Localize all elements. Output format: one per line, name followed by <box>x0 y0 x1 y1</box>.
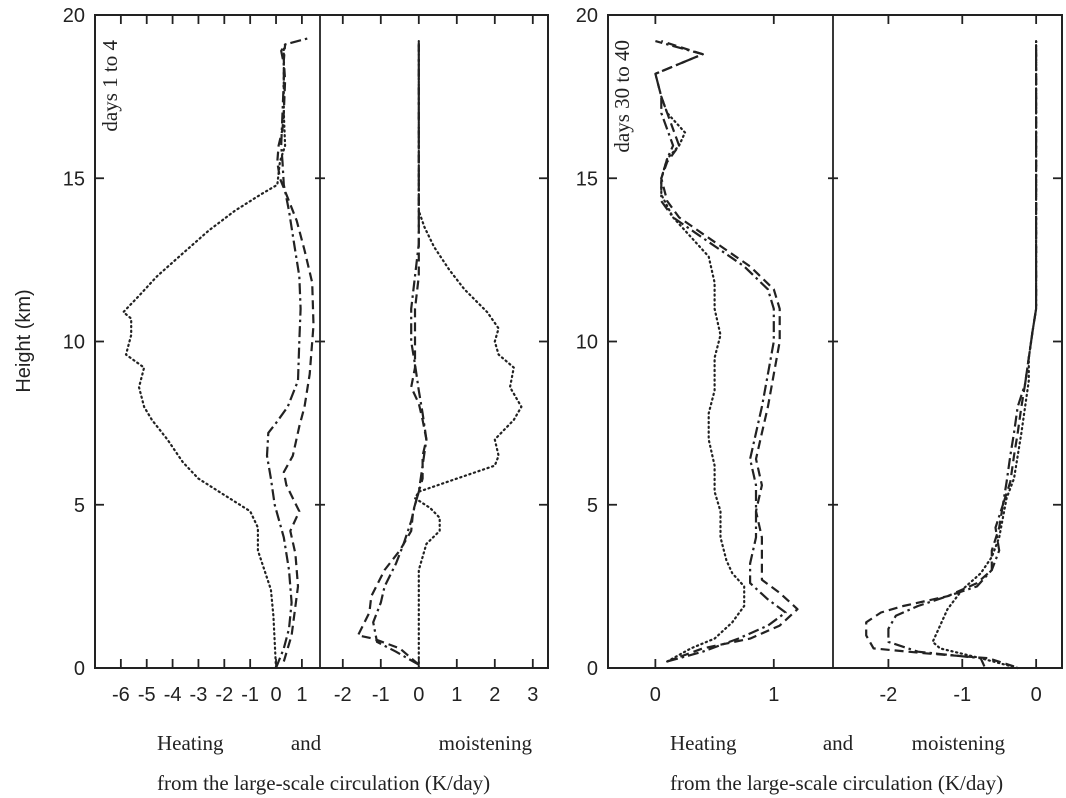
series-dashdot-line <box>654 40 787 663</box>
caption-word: Heating <box>670 731 737 755</box>
series-dashed-line <box>654 40 799 663</box>
x-tick-label: -1 <box>953 684 971 706</box>
panel-moistening: -2 -1 0 <box>832 15 1042 706</box>
panel-moistening: -2 -1 0 1 2 3 <box>319 15 538 706</box>
x-tick-label: 0 <box>413 684 424 706</box>
x-tick-label: -2 <box>880 684 898 706</box>
x-tick-label: -2 <box>334 684 352 706</box>
x-tick-label: 2 <box>489 684 500 706</box>
x-tick-label: -2 <box>215 684 233 706</box>
series-dashed-line <box>356 41 428 666</box>
caption-word: and <box>291 731 322 755</box>
y-tick-label: 5 <box>587 495 598 517</box>
series-dotted-line <box>931 40 1038 670</box>
series-dotted-line <box>660 95 746 663</box>
caption-word: moistening <box>439 731 533 755</box>
x-tick-label: 0 <box>650 684 661 706</box>
caption-units: from the large-scale circulation (K/day) <box>157 771 490 795</box>
y-tick-label: 0 <box>74 658 85 680</box>
y-tick-label: 15 <box>63 168 85 190</box>
series-dotted-line <box>413 40 523 670</box>
y-tick-label: 15 <box>576 168 598 190</box>
caption-word: and <box>823 731 854 755</box>
caption-word: moistening <box>912 731 1006 755</box>
y-tick-label: 0 <box>587 658 598 680</box>
x-tick-label: -6 <box>112 684 130 706</box>
x-tick-label: -5 <box>138 684 156 706</box>
series-dotted-line <box>122 46 287 670</box>
series-dashdot-line <box>265 36 310 669</box>
series-dashed-line <box>865 41 1038 668</box>
y-axis-label: Height (km) <box>13 289 35 392</box>
series-dashdot-line <box>887 41 1038 667</box>
y-tick-label: 10 <box>63 332 85 354</box>
y-tick-label: 5 <box>74 495 85 517</box>
period-annotation: days 30 to 40 <box>610 40 634 153</box>
y-tick-label: 20 <box>576 5 598 27</box>
panel-heating: -6 -5 -4 -3 -2 -1 0 1 <box>112 15 315 706</box>
x-tick-label: 0 <box>1031 684 1042 706</box>
y-tick-label: 20 <box>63 5 85 27</box>
x-tick-label: -4 <box>164 684 182 706</box>
y-tick-label: 10 <box>576 332 598 354</box>
x-tick-label: 1 <box>768 684 779 706</box>
caption-units: from the large-scale circulation (K/day) <box>670 771 1003 795</box>
x-tick-label: 3 <box>527 684 538 706</box>
x-tick-label: 0 <box>270 684 281 706</box>
series-dashdot-line <box>372 41 428 666</box>
series-dashed-line <box>276 44 315 662</box>
x-tick-label: -1 <box>241 684 259 706</box>
period-annotation: days 1 to 4 <box>98 40 122 132</box>
x-tick-label: -1 <box>372 684 390 706</box>
caption-word: Heating <box>157 731 224 755</box>
x-tick-label: 1 <box>296 684 307 706</box>
x-tick-label: 1 <box>451 684 462 706</box>
x-tick-label: -3 <box>190 684 208 706</box>
